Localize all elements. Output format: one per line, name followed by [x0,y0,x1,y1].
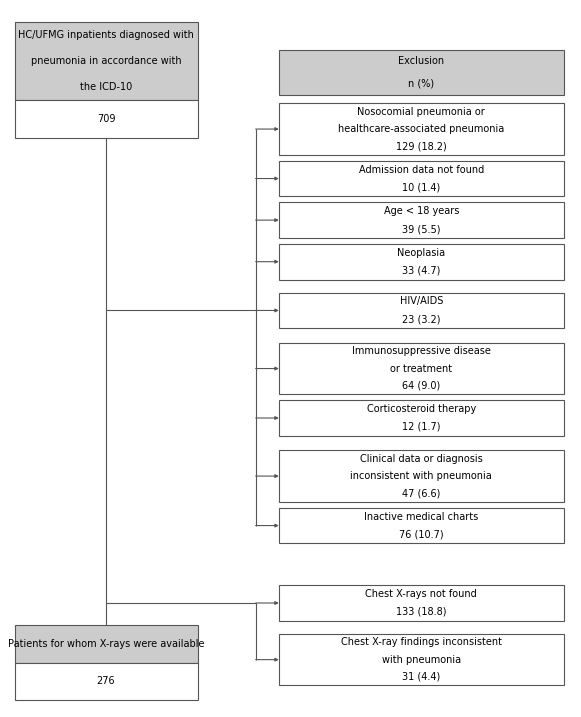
Bar [279,343,564,394]
Text: Chest X-rays not found: Chest X-rays not found [365,589,477,599]
Bar [279,450,564,502]
Text: Admission data not found: Admission data not found [358,165,484,174]
Text: Chest X-ray findings inconsistent: Chest X-ray findings inconsistent [340,637,502,647]
Text: Immunosuppressive disease: Immunosuppressive disease [352,346,491,356]
Text: or treatment: or treatment [390,364,452,374]
Bar [279,634,564,685]
Bar [279,400,564,436]
Text: pneumonia in accordance with: pneumonia in accordance with [31,56,181,66]
Text: Age < 18 years: Age < 18 years [383,206,459,216]
Bar [15,663,198,700]
Text: 76 (10.7): 76 (10.7) [399,530,443,539]
Text: with pneumonia: with pneumonia [382,655,461,665]
Bar [279,103,564,155]
Bar [279,244,564,280]
Text: 47 (6.6): 47 (6.6) [402,488,440,498]
Text: 23 (3.2): 23 (3.2) [402,315,440,324]
Text: HIV/AIDS: HIV/AIDS [400,297,443,306]
Bar [279,585,564,621]
Bar [279,161,564,196]
Text: the ICD-10: the ICD-10 [80,82,132,92]
Bar [15,625,198,663]
Text: 33 (4.7): 33 (4.7) [402,266,440,275]
Bar [279,293,564,328]
Text: 709: 709 [97,114,115,124]
Text: healthcare-associated pneumonia: healthcare-associated pneumonia [338,124,504,134]
Text: n (%): n (%) [408,79,434,88]
Text: 276: 276 [96,676,116,686]
Text: Corticosteroid therapy: Corticosteroid therapy [367,404,476,414]
Bar [279,50,564,95]
Text: 31 (4.4): 31 (4.4) [402,672,440,682]
Text: Exclusion: Exclusion [398,57,444,66]
Text: 129 (18.2): 129 (18.2) [396,141,447,151]
Text: inconsistent with pneumonia: inconsistent with pneumonia [350,471,492,481]
Text: 64 (9.0): 64 (9.0) [402,381,440,391]
Bar [15,22,198,100]
Text: Clinical data or diagnosis: Clinical data or diagnosis [360,454,483,464]
Text: 133 (18.8): 133 (18.8) [396,607,446,617]
Bar [279,202,564,238]
Bar [15,100,198,138]
Text: Nosocomial pneumonia or: Nosocomial pneumonia or [357,107,485,117]
Text: Patients for whom X-rays were available: Patients for whom X-rays were available [8,639,205,649]
Text: 10 (1.4): 10 (1.4) [402,183,440,192]
Text: 12 (1.7): 12 (1.7) [402,422,440,432]
Text: Inactive medical charts: Inactive medical charts [364,512,478,521]
Text: Neoplasia: Neoplasia [397,248,445,257]
Bar [279,508,564,543]
Text: HC/UFMG inpatients diagnosed with: HC/UFMG inpatients diagnosed with [18,29,194,39]
Text: 39 (5.5): 39 (5.5) [402,224,440,234]
